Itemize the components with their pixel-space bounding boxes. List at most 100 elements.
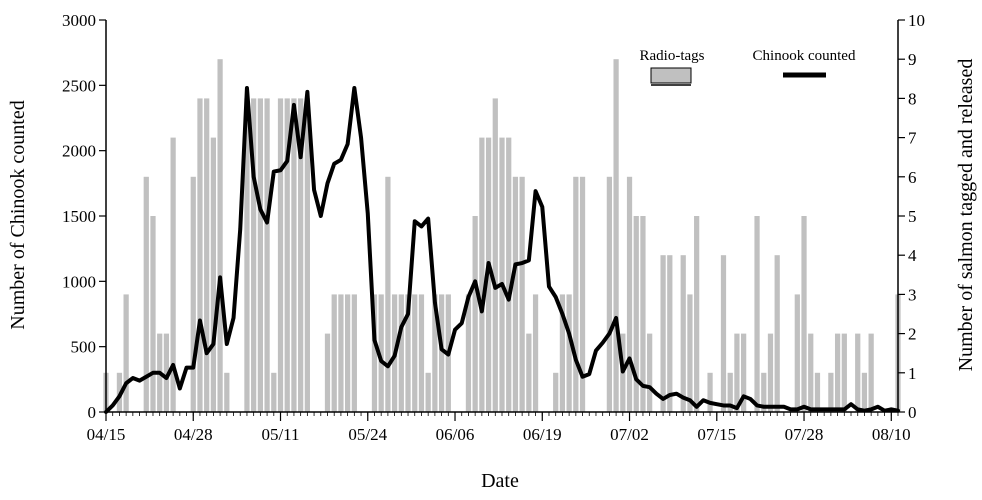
bar-radio-tags (499, 137, 505, 412)
x-tick-label: 04/15 (87, 425, 126, 444)
y-right-tick-label: 4 (908, 246, 917, 265)
bar-radio-tags (405, 294, 411, 412)
bar-radio-tags (861, 372, 868, 412)
bar-radio-tags (526, 333, 532, 412)
bar-radio-tags (190, 176, 196, 412)
bar-radio-tags (163, 333, 170, 412)
y-left-tick-label: 1000 (62, 272, 96, 291)
y-left-tick-label: 3000 (62, 11, 96, 30)
y-left-tick-label: 2000 (62, 142, 96, 161)
bar-radio-tags (519, 176, 525, 412)
bar-radio-tags (633, 216, 639, 412)
y-right-tick-label: 9 (908, 50, 917, 69)
bar-radio-tags (707, 372, 713, 412)
bar-radio-tags (197, 98, 203, 413)
bar-radio-tags (378, 294, 384, 412)
bar-radio-tags (687, 294, 693, 412)
y-right-tick-label: 6 (908, 168, 917, 187)
legend-swatch-radio-tags (650, 67, 692, 84)
bar-radio-tags (224, 372, 230, 412)
bar-radio-tags (277, 98, 284, 413)
bar-radio-tags (814, 372, 821, 412)
y-axis-right-title: Number of salmon tagged and released (955, 59, 977, 372)
bar-radio-tags (351, 294, 357, 412)
bar-radio-tags (143, 176, 149, 412)
bar-radio-tags (465, 294, 472, 412)
x-tick-label: 05/11 (261, 425, 299, 444)
bar-radio-tags (170, 137, 176, 412)
bar-radio-tags (398, 294, 404, 412)
y-right-tick-label: 1 (908, 364, 917, 383)
x-tick-label: 04/28 (174, 425, 213, 444)
series-line-chinook-counted (104, 85, 900, 414)
bar-radio-tags (647, 333, 653, 412)
legend-label-chinook-counted: Chinook counted (753, 48, 856, 64)
bar-radio-tags (774, 255, 780, 412)
y-right-tick-label: 5 (908, 207, 917, 226)
x-tick-label: 07/02 (610, 425, 649, 444)
x-axis-title: Date (481, 470, 519, 492)
bar-radio-tags (573, 176, 579, 412)
x-tick-label: 07/28 (785, 425, 824, 444)
bar-radio-tags (727, 372, 733, 412)
bar-radio-tags (532, 294, 539, 412)
bar-radio-tags (512, 176, 519, 412)
bar-radio-tags (680, 255, 686, 412)
y-right-tick-label: 2 (908, 325, 917, 344)
bar-radio-tags (291, 98, 297, 413)
bar-radio-tags (808, 333, 814, 412)
bar-radio-tags (720, 255, 727, 412)
bar-radio-tags (640, 216, 646, 412)
ticks-layer: 0 500 1000 1500 2000 2500 3000 0 1 2 3 4 5 6 7 8 9 10 04/1… (62, 11, 925, 444)
bar-radio-tags (438, 294, 445, 412)
bar-radio-tags (579, 176, 586, 412)
bar-radio-tags (841, 333, 847, 412)
bar-radio-tags (828, 372, 834, 412)
bar-radio-tags (217, 59, 223, 412)
y-left-tick-label: 0 (88, 403, 97, 422)
line-layer (104, 85, 900, 414)
bar-radio-tags (834, 333, 841, 412)
bar-radio-tags (761, 372, 767, 412)
bar-radio-tags (734, 333, 740, 412)
bar-radio-tags (660, 255, 666, 412)
bar-radio-tags (566, 294, 572, 412)
bar-radio-tags (150, 216, 156, 412)
bar-radio-tags (338, 294, 344, 412)
bar-radio-tags (385, 176, 391, 412)
bar-radio-tags (794, 294, 800, 412)
bar-radio-tags (432, 294, 438, 412)
bar-radio-tags (506, 137, 512, 412)
bar-radio-tags (284, 98, 290, 413)
bar-radio-tags (324, 333, 331, 412)
y-right-tick-label: 7 (908, 129, 917, 148)
bar-radio-tags (412, 294, 418, 412)
bar-radio-tags (271, 372, 277, 412)
x-tick-label: 06/06 (436, 425, 475, 444)
bar-radio-tags (801, 216, 807, 412)
y-right-tick-label: 3 (908, 285, 917, 304)
y-right-tick-label: 10 (908, 11, 925, 30)
bar-radio-tags (492, 98, 498, 413)
bar-radio-tags (298, 98, 304, 413)
bar-radio-tags (210, 137, 217, 412)
bar-radio-tags (559, 294, 566, 412)
y-right-tick-label: 8 (908, 89, 917, 108)
bar-radio-tags (204, 98, 210, 413)
bar-radio-tags (855, 333, 861, 412)
bar-radio-tags (244, 98, 250, 413)
bar-radio-tags (754, 216, 760, 412)
bar-radio-tags (472, 216, 478, 412)
bar-radio-tags (868, 333, 874, 412)
y-left-tick-label: 1500 (62, 207, 96, 226)
bar-radio-tags (613, 59, 619, 412)
bar-radio-tags (264, 98, 270, 413)
bar-radio-tags (345, 294, 351, 412)
x-tick-label: 08/10 (872, 425, 911, 444)
x-tick-label: 06/19 (523, 425, 562, 444)
bar-radio-tags (553, 372, 559, 412)
bar-radio-tags (304, 98, 310, 413)
bar-radio-tags (479, 137, 485, 412)
